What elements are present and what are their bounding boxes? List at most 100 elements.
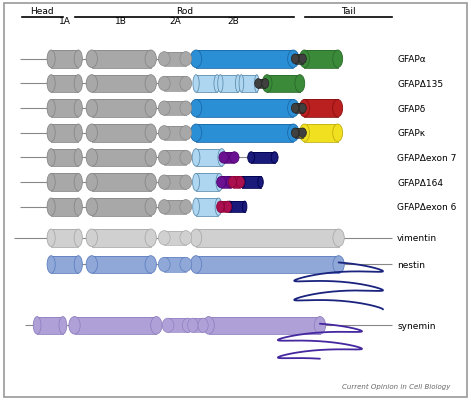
Bar [164, 231, 186, 245]
Text: GFAPδ: GFAPδ [397, 104, 425, 113]
Bar [92, 174, 151, 191]
Ellipse shape [180, 102, 191, 116]
Text: 2B: 2B [228, 17, 239, 26]
Ellipse shape [299, 104, 306, 113]
Ellipse shape [145, 125, 156, 142]
Ellipse shape [74, 149, 82, 167]
Ellipse shape [47, 75, 55, 93]
Bar [258, 79, 265, 89]
Ellipse shape [191, 100, 202, 117]
Ellipse shape [74, 75, 82, 93]
Bar [164, 151, 186, 165]
Ellipse shape [145, 149, 156, 167]
Ellipse shape [230, 152, 239, 164]
Ellipse shape [239, 177, 245, 188]
Bar [51, 256, 78, 273]
Ellipse shape [162, 318, 174, 333]
Ellipse shape [333, 229, 344, 247]
Ellipse shape [47, 174, 55, 191]
Bar [164, 176, 186, 190]
Bar [196, 149, 222, 167]
Ellipse shape [314, 317, 326, 334]
Ellipse shape [158, 102, 170, 116]
Bar [164, 77, 186, 91]
Ellipse shape [86, 100, 98, 117]
Ellipse shape [271, 152, 278, 164]
Ellipse shape [292, 129, 299, 138]
Ellipse shape [248, 152, 255, 164]
Text: 1B: 1B [115, 17, 127, 26]
Ellipse shape [217, 177, 226, 188]
Ellipse shape [192, 149, 200, 167]
Text: synemin: synemin [397, 321, 436, 330]
Text: nestin: nestin [397, 260, 425, 269]
Text: Current Opinion in Cell Biology: Current Opinion in Cell Biology [342, 383, 451, 389]
Text: Rod: Rod [176, 7, 193, 16]
Ellipse shape [214, 75, 220, 93]
Ellipse shape [300, 125, 310, 142]
Ellipse shape [86, 51, 98, 68]
Ellipse shape [158, 77, 170, 91]
Ellipse shape [258, 177, 263, 188]
Bar [295, 129, 302, 138]
Ellipse shape [237, 177, 245, 188]
Bar [242, 177, 261, 188]
Ellipse shape [151, 317, 162, 334]
Bar [51, 100, 78, 117]
Ellipse shape [198, 318, 208, 333]
Ellipse shape [333, 51, 343, 68]
Bar [304, 100, 337, 117]
Bar [196, 198, 219, 216]
Bar [74, 317, 156, 334]
Text: Tail: Tail [341, 7, 356, 16]
Ellipse shape [218, 75, 223, 93]
Ellipse shape [180, 126, 191, 141]
Ellipse shape [47, 51, 55, 68]
Bar [164, 200, 186, 215]
Bar [196, 125, 293, 142]
Ellipse shape [145, 229, 156, 247]
Bar [164, 102, 186, 116]
Bar [51, 198, 78, 216]
Bar [92, 198, 151, 216]
Ellipse shape [74, 256, 82, 273]
Ellipse shape [215, 198, 222, 216]
Ellipse shape [47, 198, 55, 216]
Ellipse shape [216, 174, 223, 191]
Text: GFAPκ: GFAPκ [397, 129, 425, 138]
Ellipse shape [74, 51, 82, 68]
Ellipse shape [145, 174, 156, 191]
Ellipse shape [191, 256, 202, 273]
Ellipse shape [288, 125, 299, 142]
Ellipse shape [255, 79, 262, 89]
Ellipse shape [86, 256, 98, 273]
Bar [304, 51, 337, 68]
Ellipse shape [236, 75, 241, 93]
Ellipse shape [145, 100, 156, 117]
Text: GFAPΔ164: GFAPΔ164 [397, 178, 443, 187]
Text: GFAPα: GFAPα [397, 55, 426, 64]
Text: 2A: 2A [169, 17, 181, 26]
Ellipse shape [288, 51, 299, 68]
Ellipse shape [242, 202, 247, 213]
Ellipse shape [47, 100, 55, 117]
Ellipse shape [74, 174, 82, 191]
Bar [92, 75, 151, 93]
Bar [196, 174, 219, 191]
Ellipse shape [158, 151, 170, 165]
Bar [164, 53, 186, 67]
Ellipse shape [47, 149, 55, 167]
Ellipse shape [86, 198, 98, 216]
Ellipse shape [180, 77, 191, 91]
Ellipse shape [299, 129, 306, 138]
Ellipse shape [180, 151, 191, 165]
Bar [92, 149, 151, 167]
Ellipse shape [262, 79, 269, 89]
Bar [51, 75, 78, 93]
Ellipse shape [191, 51, 202, 68]
Ellipse shape [158, 258, 170, 272]
Ellipse shape [193, 75, 199, 93]
Ellipse shape [262, 75, 272, 93]
Ellipse shape [292, 104, 299, 113]
Ellipse shape [145, 198, 156, 216]
